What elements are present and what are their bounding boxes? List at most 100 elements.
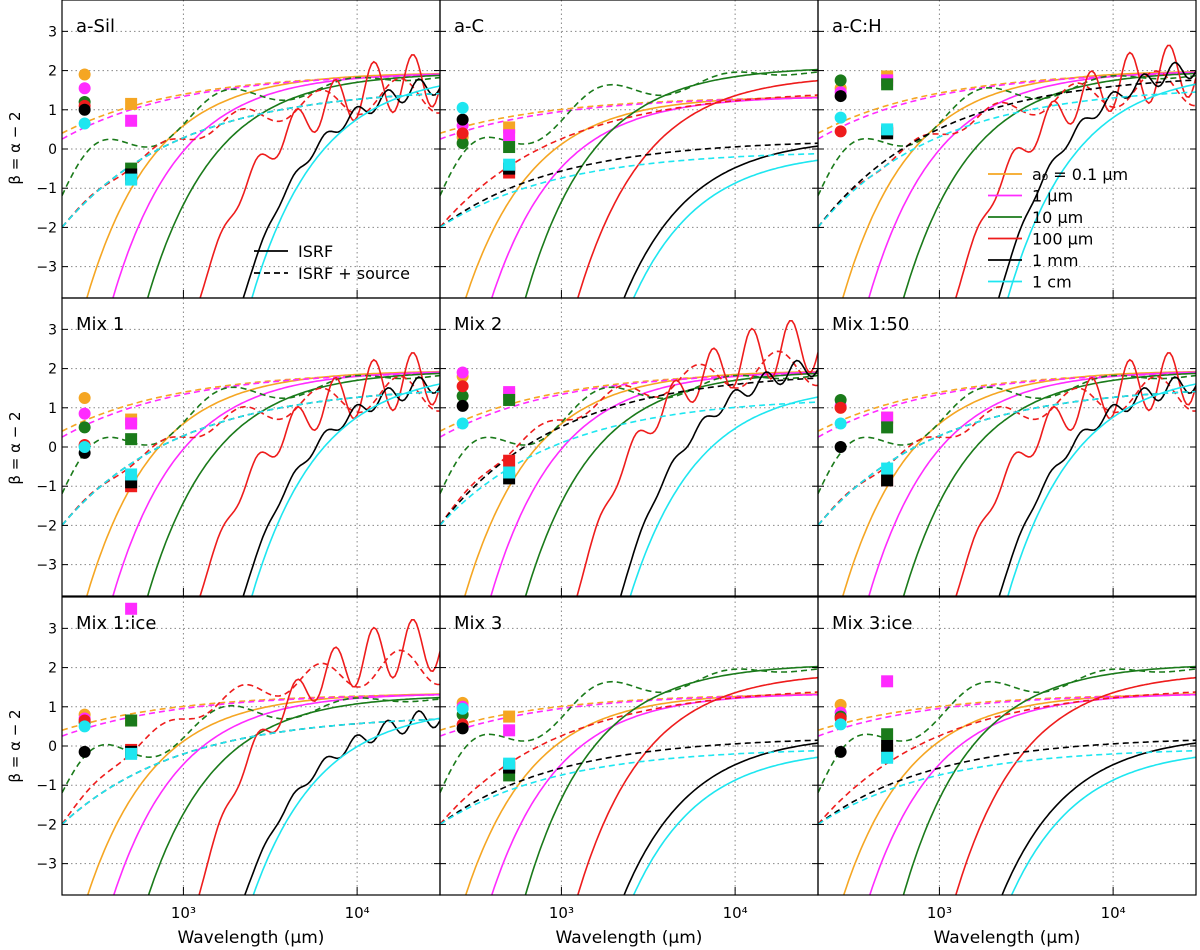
circle-marker [834,90,847,103]
panel-title: Mix 1:ice [76,613,156,634]
legend-label: ISRF [298,242,333,261]
circle-marker [78,117,91,130]
square-marker [881,728,894,741]
circle-marker [456,380,469,393]
y-tick-label: 3 [48,621,57,637]
dashed-series-line-1 [62,694,440,737]
x-axis-label: Wavelength (μm) [178,928,325,948]
dashed-series-line-2 [440,71,818,197]
circle-marker [78,82,91,95]
solid-series-line-3 [576,79,818,298]
dashed-series-line-4 [818,739,1196,825]
square-marker [881,740,894,752]
square-marker [503,466,516,479]
y-tick-label: 0 [48,739,57,755]
dashed-series-line-0 [440,693,818,732]
dashed-series-line-0 [62,693,440,732]
dashed-series-line-2 [440,668,818,794]
square-marker [881,474,894,487]
panel-mix-3: 10³ 10⁴ Mix 3 Wavelength (μm) [439,596,819,948]
solid-series-line-1 [490,693,818,895]
solid-series-line-3 [955,352,1196,596]
solid-series-line-1 [112,693,440,895]
y-axis-label: β = α − 2 [6,709,24,782]
solid-series-line-2 [524,665,818,895]
y-tick-label: 2 [48,64,57,80]
y-tick-label: −2 [36,518,57,534]
x-tick-label: 10³ [171,904,196,922]
circle-marker [834,718,847,731]
y-tick-label: 2 [48,661,57,677]
circle-marker [78,745,91,758]
y-tick-label: 0 [48,142,57,158]
panel-mix-1-ice: −3 −2 −1 0 1 2 3 10³ 10⁴ Mix 1:ice Wavelength (μm) [36,596,441,948]
solid-series-line-4 [1001,742,1196,895]
dashed-series-line-3 [818,691,1196,825]
square-marker [503,393,516,406]
solid-series-line-1 [112,371,440,596]
solid-series-line-3 [576,320,818,596]
solid-series-line-4 [619,359,818,596]
dashed-series-line-2 [818,374,1196,495]
circle-marker [78,407,91,420]
y-tick-label: −2 [36,817,57,833]
circle-marker [456,702,469,715]
panel-mix-3-ice: 10³ 10⁴ Mix 3:ice Wavelength (μm) [817,596,1197,948]
solid-series-line-2 [524,68,818,298]
panel-a-c: a-C [439,0,819,299]
y-tick-label: −1 [36,479,57,495]
solid-series-line-5 [1007,83,1196,298]
solid-series-line-5 [251,383,440,596]
legend-label: 1 cm [1032,273,1072,292]
solid-series-line-0 [842,693,1196,895]
solid-series-line-1 [490,371,818,596]
square-marker [503,724,516,737]
dashed-series-line-2 [818,668,1196,794]
panel-mix-1: −3 −2 −1 0 1 2 3 Mix 1 [36,297,441,597]
circle-marker [834,111,847,124]
square-marker [503,121,516,134]
solid-series-line-5 [629,396,818,596]
circle-marker [456,137,469,150]
solid-series-line-2 [902,665,1196,895]
dashed-series-line-2 [62,374,440,495]
square-marker [125,433,138,446]
circle-marker [834,417,847,430]
circle-marker [456,417,469,430]
dashed-series-line-2 [62,76,440,197]
circle-marker [78,103,91,116]
square-marker [125,417,138,430]
dashed-series-line-2 [818,74,1196,197]
square-marker [503,769,516,782]
dashed-series-line-5 [62,718,440,825]
y-tick-label: 2 [48,362,57,378]
solid-series-line-3 [576,676,818,895]
square-marker [503,757,516,770]
square-marker [503,158,516,171]
y-tick-label: 1 [48,700,57,716]
dashed-series-line-5 [62,92,440,228]
panel-title: Mix 3:ice [832,613,912,634]
dashed-series-line-3 [440,94,818,228]
dashed-series-line-3 [62,649,440,825]
solid-series-line-4 [242,78,440,298]
x-tick-label: 10³ [927,904,952,922]
dashed-series-line-5 [62,390,440,526]
square-marker [503,454,516,467]
legend-label: 100 μm [1032,230,1093,249]
square-marker [881,421,894,434]
y-tick-label: −3 [36,558,57,574]
solid-series-line-3 [198,619,440,895]
solid-series-line-2 [146,74,440,298]
solid-series-line-2 [146,372,440,596]
y-tick-label: −3 [36,260,57,276]
solid-series-line-4 [242,376,440,596]
panel-title: a-C [454,16,484,37]
circle-marker [456,399,469,412]
dashed-series-line-5 [440,401,818,526]
size-legend: a₀ = 0.1 μm 1 μm 10 μm 100 μm 1 mm 1 cm [988,165,1128,292]
panel-title: a-Sil [76,16,115,37]
circle-marker [834,745,847,758]
solid-series-line-3 [199,352,440,596]
panel-title: Mix 3 [454,613,502,634]
